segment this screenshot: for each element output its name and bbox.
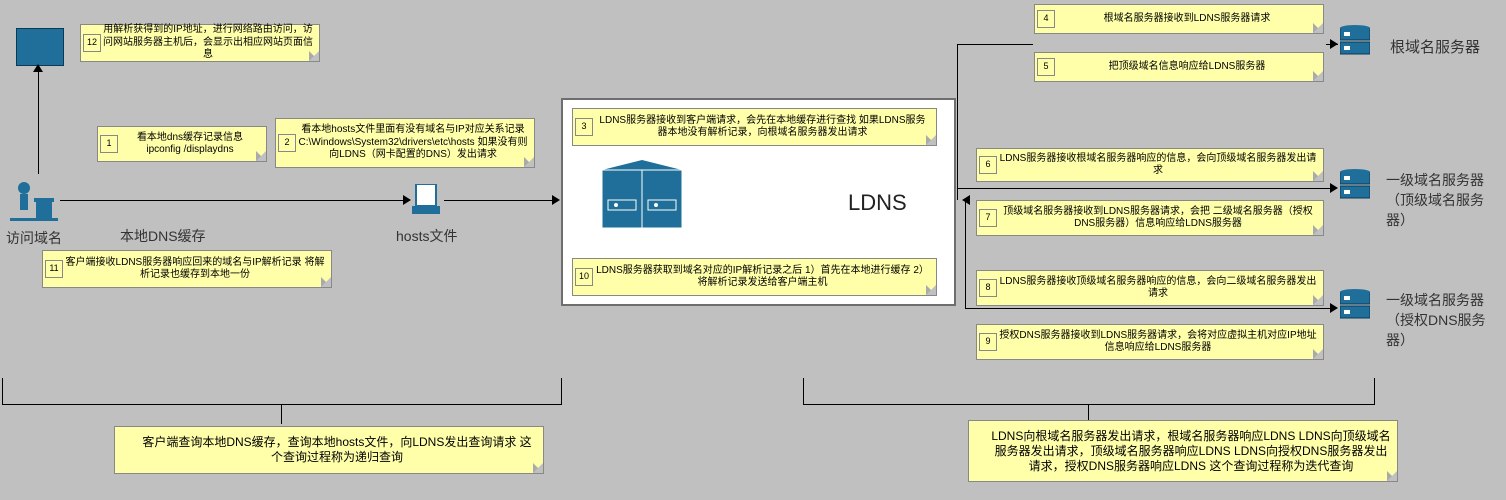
note-5: 5把顶级域名信息响应给LDNS服务器 [1034,52,1324,82]
bracket-right [803,378,1375,405]
note-10: 10LDNS服务器获取到域名对应的IP解析记录之后 1）首先在本地进行缓存 2）… [572,258,937,296]
hosts-icon [412,184,440,219]
tld-server-icon [1340,168,1370,208]
hosts-label: hosts文件 [396,226,457,246]
arrow [957,188,1335,189]
note-1: 1看本地dns缓存记录信息 ipconfig /displaydns [97,126,267,162]
local-cache-label: 本地DNS缓存 [120,226,206,246]
note-2: 2看本地hosts文件里面有没有域名与IP对应关系记录 C:\Windows\S… [275,118,535,168]
arrow-client-hosts [60,200,405,201]
arrow [957,44,1033,45]
bracket-left [2,378,562,405]
client-icon [10,178,58,225]
bracket-stem [281,404,282,424]
summary-right: LDNS向根域名服务器发出请求，根域名服务器响应LDNS LDNS向顶级域名服务… [968,420,1398,482]
monitor-icon [16,28,64,66]
arrowhead [1330,183,1338,193]
arrow [957,44,958,200]
bracket-stem [1088,404,1089,420]
arrow-up [38,70,39,174]
note-9: 9授权DNS服务器接收到LDNS服务器请求，会将对应虚拟主机对应IP地址信息响应… [976,324,1324,360]
arrow [965,200,966,308]
root-server-icon [1340,24,1370,64]
arrowhead [552,195,560,205]
arrowhead [1330,303,1338,313]
client-label: 访问域名 [6,228,62,248]
arrowhead [403,195,411,205]
arrow-hosts-ldns [444,200,554,201]
root-label: 根域名服务器 [1390,36,1480,57]
ldns-title: LDNS [848,190,907,216]
note-4: 4根域名服务器接收到LDNS服务器请求 [1034,4,1324,34]
storage-icon [594,160,690,241]
note-3: 3LDNS服务器接收到客户端请求，会先在本地缓存进行查找 如果LDNS服务器本地… [572,108,937,146]
auth-label: 一级域名服务器 （授权DNS服务器） [1386,290,1504,350]
note-8: 8LDNS服务器接收顶级域名服务器响应的信息，会向二级域名服务器发出请求 [976,270,1324,306]
note-6: 6LDNS服务器接收根域名服务器响应的信息，会向顶级域名服务器发出请求 [976,148,1324,182]
arrowhead [33,64,43,72]
auth-server-icon [1340,288,1370,328]
tld-label: 一级域名服务器 （顶级域名服务器） [1386,170,1504,230]
arrow [965,308,1335,309]
note-7: 7顶级域名服务器接收到LDNS服务器请求，会把 二级域名服务器（授权DNS服务器… [976,200,1324,236]
summary-left: 客户端查询本地DNS缓存，查询本地hosts文件，向LDNS发出查询请求 这个查… [114,426,544,474]
arrowhead [962,195,970,205]
arrowhead [1330,39,1338,49]
note-12: 12用解析获得到的IP地址，进行网络路由访问，访问网站服务器主机后，会显示出相应… [80,24,320,62]
note-11: 11客户端接收LDNS服务器响应回来的域名与IP解析记录 将解析记录也缓存到本地… [42,250,332,288]
